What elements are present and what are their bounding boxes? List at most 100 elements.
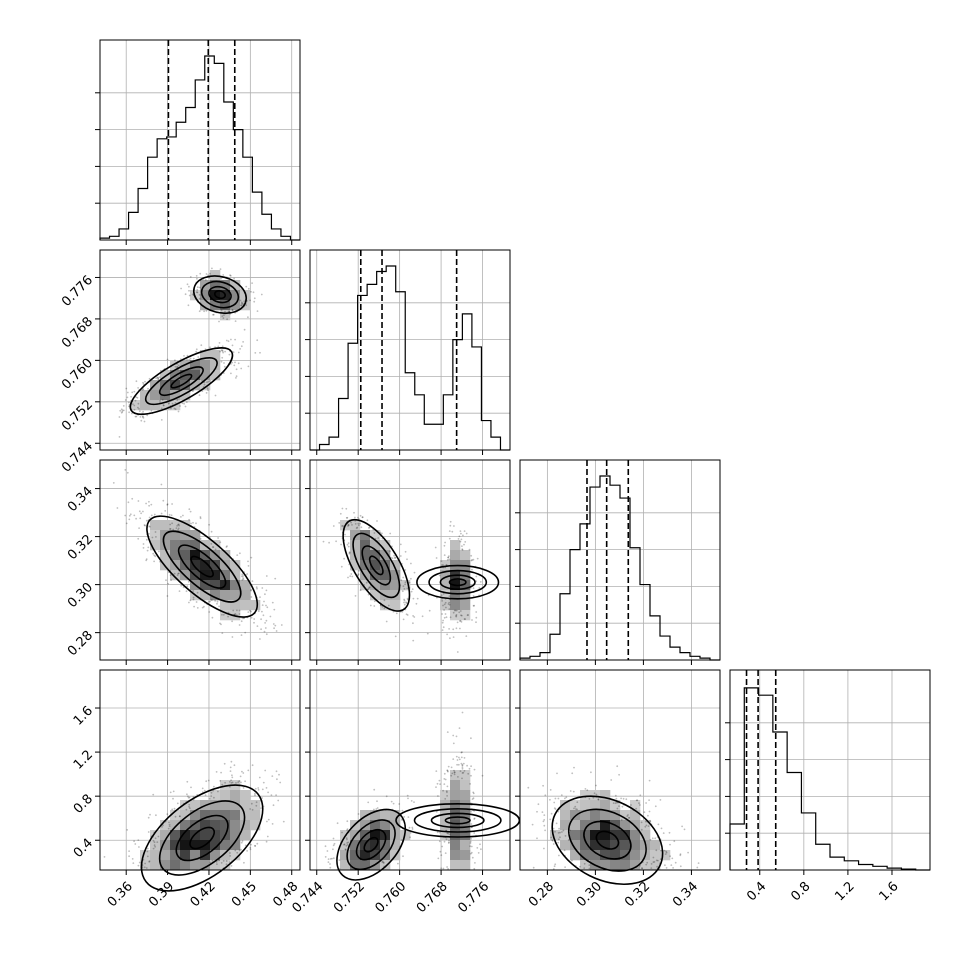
scatter-point xyxy=(196,286,199,289)
scatter-point xyxy=(387,604,390,607)
density-cell xyxy=(460,820,471,831)
scatter-point xyxy=(162,404,165,406)
scatter-point xyxy=(446,769,449,772)
scatter-point xyxy=(131,497,134,500)
scatter-point xyxy=(178,590,181,592)
scatter-point xyxy=(373,605,376,607)
scatter-point xyxy=(126,471,129,474)
scatter-point xyxy=(241,575,243,578)
y-tick-label: 0.32 xyxy=(65,532,96,563)
density-cell xyxy=(140,860,151,871)
scatter-point xyxy=(169,528,171,530)
scatter-point xyxy=(188,518,191,521)
scatter-point xyxy=(357,516,359,519)
density-cell xyxy=(450,810,461,821)
scatter-point xyxy=(342,525,344,527)
scatter-point xyxy=(440,594,443,597)
scatter-point xyxy=(616,807,619,810)
scatter-point xyxy=(410,562,412,565)
density-cell xyxy=(210,560,221,571)
density-cell xyxy=(390,600,401,611)
scatter-point xyxy=(405,613,408,616)
scatter-point xyxy=(441,600,443,602)
density-cell xyxy=(200,580,211,591)
scatter-point xyxy=(223,762,226,765)
scatter-point xyxy=(348,551,351,554)
scatter-point xyxy=(144,380,146,383)
scatter-point xyxy=(181,402,184,405)
scatter-point xyxy=(592,796,595,799)
scatter-point xyxy=(241,573,244,576)
scatter-point xyxy=(347,525,349,527)
contour-line xyxy=(158,366,204,397)
scatter-point xyxy=(270,794,273,796)
scatter-point xyxy=(447,842,450,844)
scatter-point xyxy=(354,595,357,597)
scatter-point xyxy=(390,800,393,803)
scatter-point xyxy=(397,862,399,865)
scatter-point xyxy=(565,796,568,799)
density-cell xyxy=(360,850,371,861)
scatter-point xyxy=(153,554,156,557)
scatter-point xyxy=(143,866,146,869)
scatter-point xyxy=(167,827,170,830)
scatter-point xyxy=(240,620,243,623)
scatter-point xyxy=(532,866,535,869)
scatter-point xyxy=(358,570,360,572)
scatter-point xyxy=(253,297,256,300)
density-cell xyxy=(350,840,361,851)
y-tick-label: 0.34 xyxy=(65,484,96,515)
contour-line xyxy=(395,803,521,838)
scatter-point xyxy=(133,390,136,393)
scatter-point xyxy=(160,419,163,421)
scatter-point xyxy=(549,789,552,791)
scatter-point xyxy=(446,785,449,788)
scatter-point xyxy=(657,823,660,826)
scatter-point xyxy=(453,773,456,776)
scatter-point xyxy=(280,624,283,626)
scatter-point xyxy=(445,790,448,793)
scatter-point xyxy=(134,415,137,418)
scatter-point xyxy=(146,850,149,853)
scatter-point xyxy=(236,609,238,612)
scatter-point xyxy=(645,824,648,827)
scatter-point xyxy=(660,827,663,830)
scatter-point xyxy=(222,860,225,862)
scatter-point xyxy=(223,365,226,368)
scatter-point xyxy=(154,845,157,848)
scatter-point xyxy=(219,780,222,782)
scatter-point xyxy=(550,836,553,839)
contour-line xyxy=(346,819,396,871)
density-cell xyxy=(390,810,401,821)
scatter-point xyxy=(359,514,362,517)
scatter-point xyxy=(188,508,191,511)
scatter-point xyxy=(468,767,471,770)
scatter-point xyxy=(561,831,563,833)
scatter-point xyxy=(447,556,449,559)
scatter-point xyxy=(640,821,643,824)
scatter-point xyxy=(442,626,445,629)
scatter-point xyxy=(137,406,139,409)
x-tick-label: 0.752 xyxy=(331,879,368,916)
density-cell xyxy=(170,850,181,861)
scatter-point xyxy=(346,842,348,844)
scatter-point xyxy=(182,586,185,589)
scatter-point xyxy=(347,523,350,526)
scatter-point xyxy=(192,521,194,524)
scatter-point xyxy=(442,619,444,622)
density-cell xyxy=(180,830,191,841)
scatter-point xyxy=(614,794,617,797)
scatter-point xyxy=(448,833,451,836)
scatter-point xyxy=(155,814,157,817)
scatter-point xyxy=(459,540,462,543)
scatter-point xyxy=(435,770,438,772)
scatter-point xyxy=(171,503,174,505)
scatter-point xyxy=(231,776,234,779)
scatter-point xyxy=(553,801,556,804)
scatter-point xyxy=(257,789,260,791)
density-cell xyxy=(440,600,451,611)
scatter-point xyxy=(191,293,194,296)
scatter-point xyxy=(182,514,184,517)
scatter-point xyxy=(385,795,388,798)
scatter-panel-2-3: 0.28 0.30 0.32 0.34 xyxy=(515,669,721,910)
